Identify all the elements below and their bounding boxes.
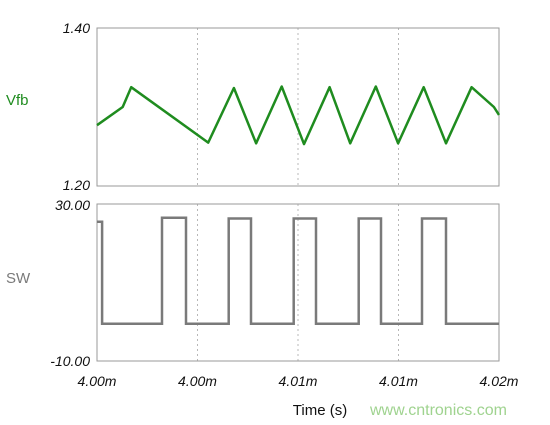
sw-panel-frame [96, 203, 500, 362]
x-tick-label: 4.02m [480, 373, 519, 389]
vfb-grid [197, 28, 399, 186]
x-tick-label: 4.01m [279, 373, 318, 389]
x-tick-label: 4.00m [78, 373, 117, 389]
vfb-series-line [96, 85, 501, 146]
sw-grid [197, 204, 399, 361]
sw-ytick-max: 30.00 [55, 197, 90, 213]
sw-axis-label: SW [6, 270, 31, 287]
vfb-ytick-max: 1.40 [63, 20, 90, 36]
x-tick-label: 4.01m [379, 373, 418, 389]
vfb-panel-frame [96, 27, 500, 187]
watermark-text: www.cntronics.com [369, 402, 507, 419]
vfb-ytick-min: 1.20 [63, 177, 90, 193]
sw-series-line [97, 216, 499, 325]
x-tick-labels: 4.00m 4.00m 4.01m 4.01m 4.02m [78, 373, 519, 389]
sw-ytick-min: -10.00 [50, 353, 90, 369]
x-tick-label: 4.00m [178, 373, 217, 389]
x-axis-label: Time (s) [293, 402, 347, 419]
vfb-axis-label: Vfb [6, 92, 29, 109]
